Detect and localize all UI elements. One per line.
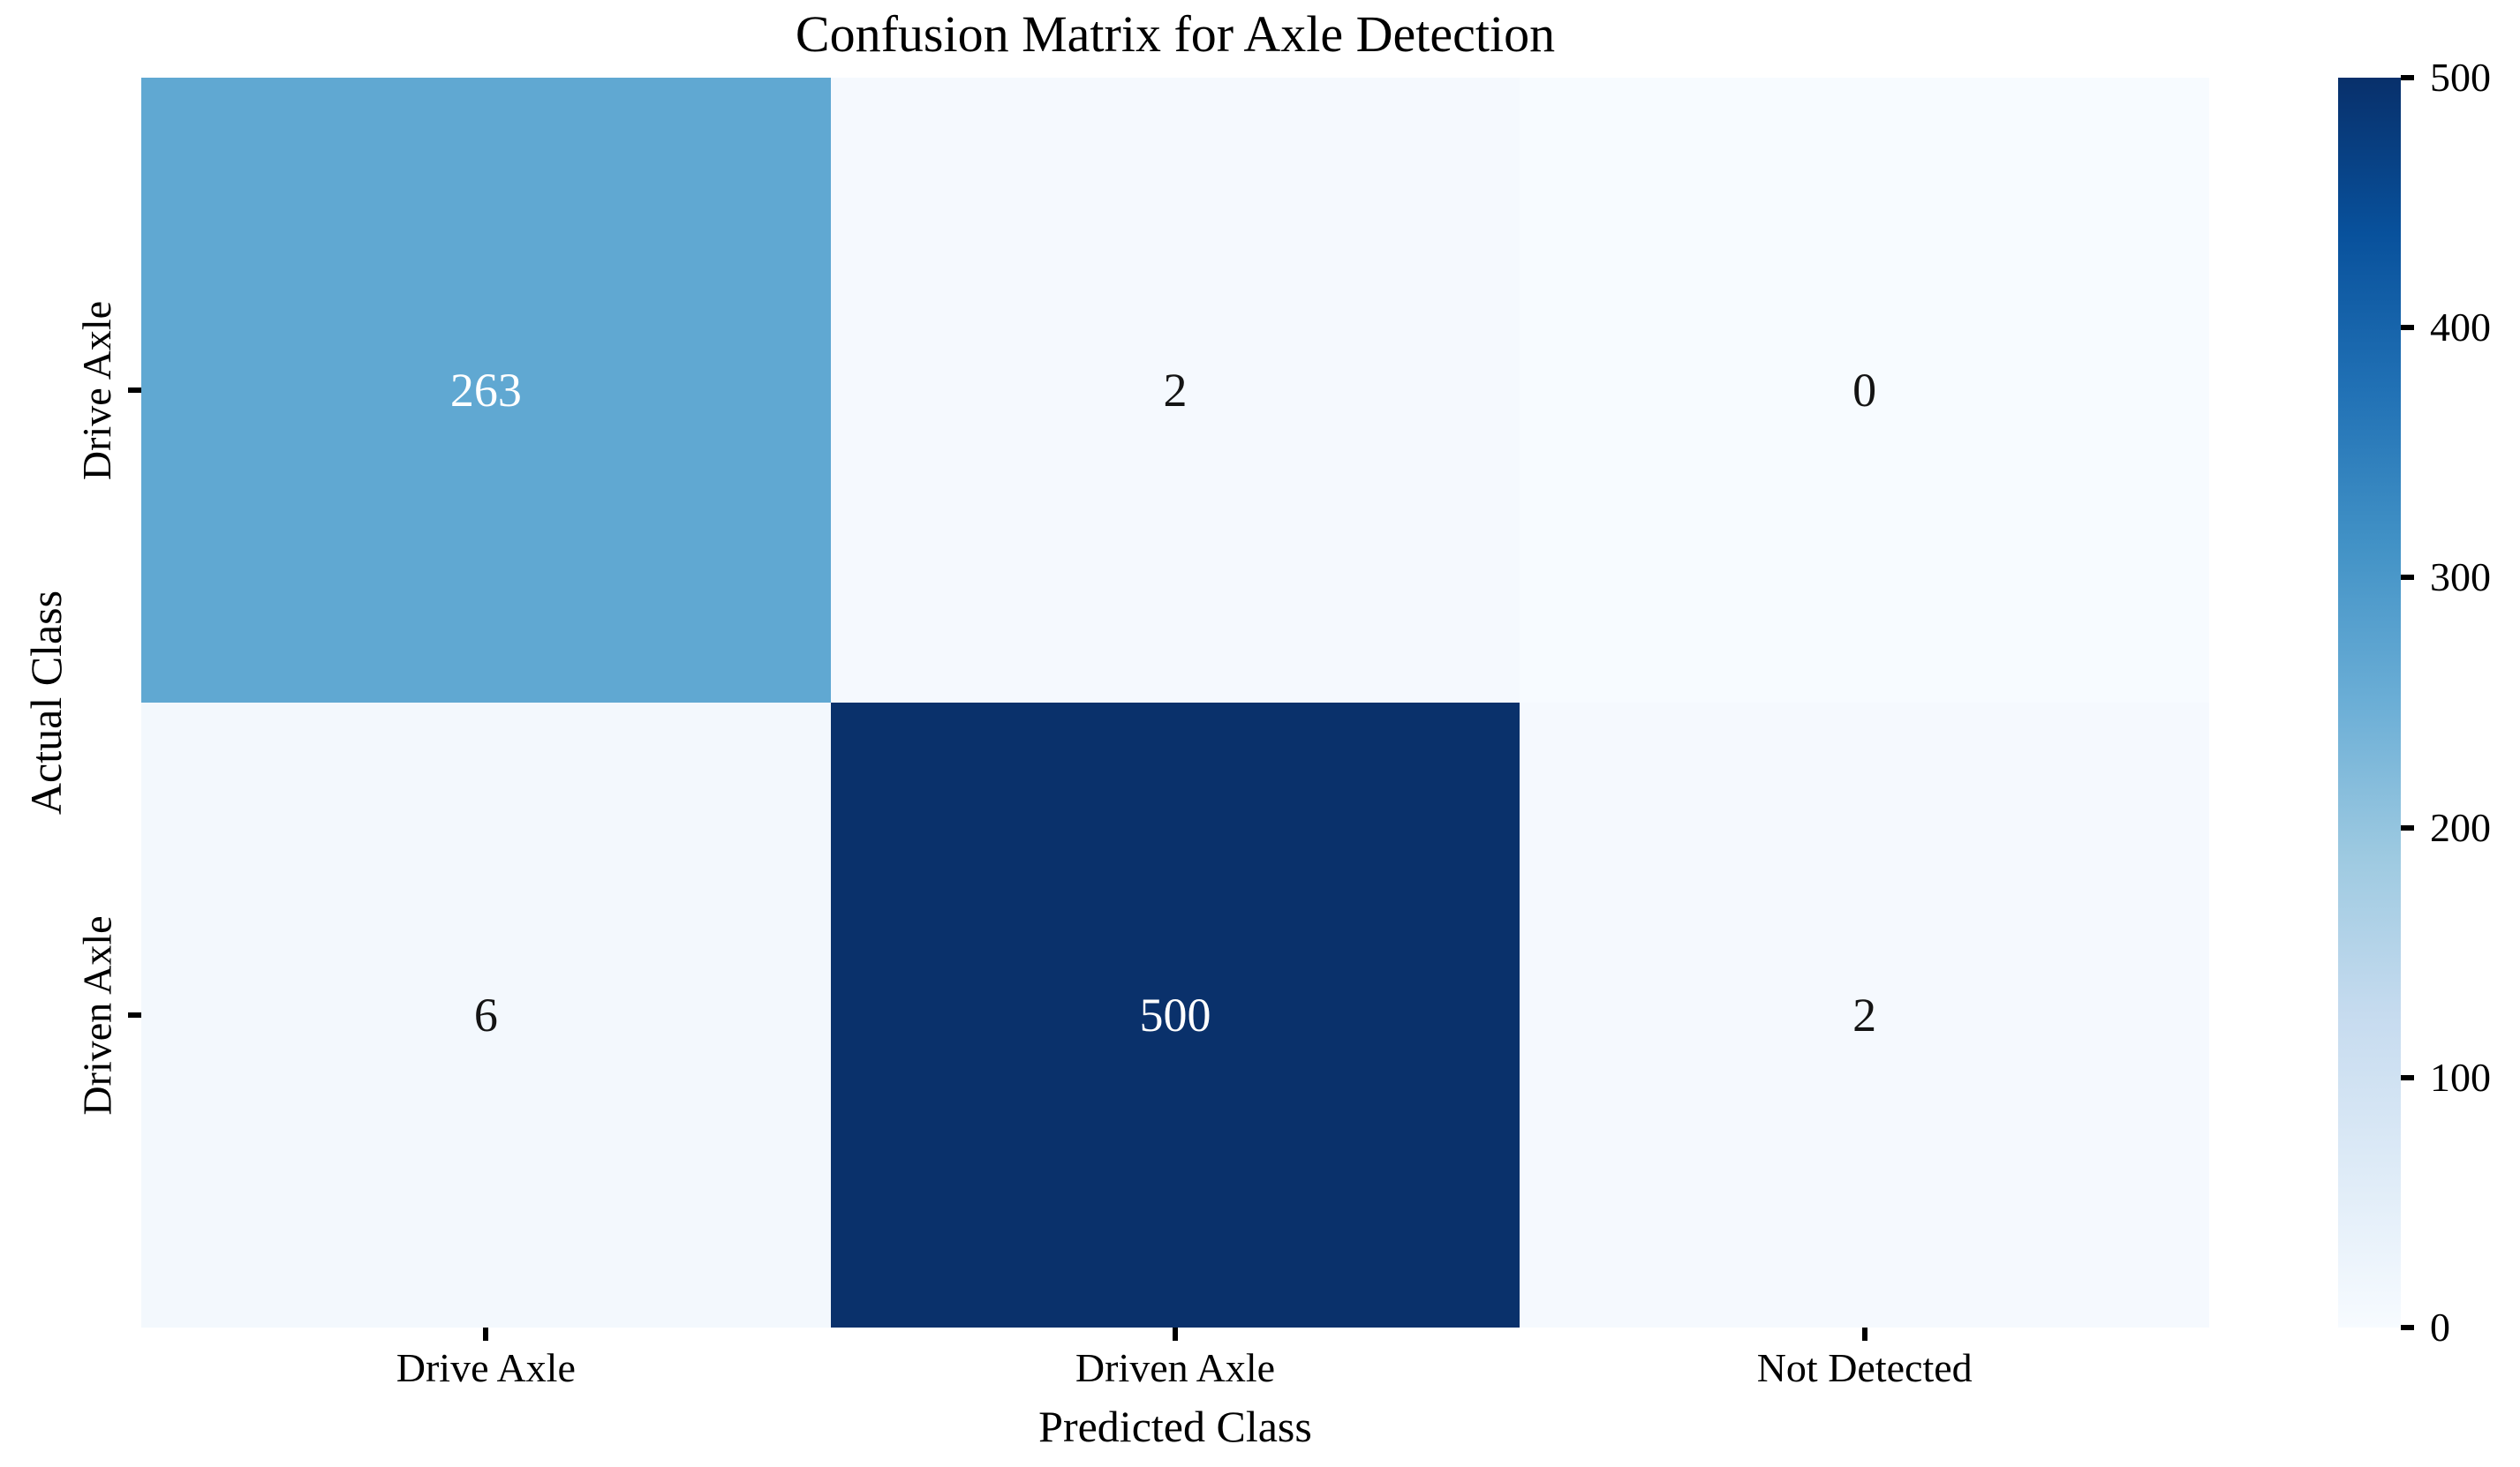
x-tick-labels: Drive Axle Driven Axle Not Detected: [141, 1343, 2209, 1392]
colorbar-tick-mark: [2401, 575, 2414, 580]
colorbar-tick-mark: [2401, 75, 2414, 80]
y-tick-label-text: Drive Axle: [74, 300, 120, 480]
cell-value: 2: [1163, 364, 1188, 417]
heatmap-cell-r1c2: 2: [1520, 703, 2209, 1328]
colorbar: [2338, 78, 2401, 1328]
y-tick-mark: [128, 387, 141, 393]
chart-title: Confusion Matrix for Axle Detection: [795, 5, 1556, 63]
colorbar-tick-mark: [2401, 325, 2414, 330]
y-axis-label-text: Actual Class: [21, 590, 72, 816]
cell-value: 500: [1139, 989, 1211, 1042]
x-axis-label: Predicted Class: [1038, 1402, 1312, 1451]
heatmap-cell-r1c0: 6: [141, 703, 831, 1328]
y-tick-mark: [128, 1012, 141, 1018]
colorbar-tick-mark: [2401, 1075, 2414, 1080]
colorbar-tick-mark: [2401, 825, 2414, 831]
cell-value: 2: [1852, 989, 1877, 1042]
x-tick-label-not-detected: Not Detected: [1756, 1345, 1973, 1390]
colorbar-tick-mark: [2401, 1325, 2414, 1330]
heatmap-cell-r0c2: 0: [1520, 78, 2209, 703]
x-tick-label-drive-axle: Drive Axle: [396, 1345, 576, 1390]
x-tick-label-driven-axle: Driven Axle: [1075, 1345, 1276, 1390]
x-tick-mark: [1862, 1328, 1867, 1341]
cell-value: 6: [473, 989, 498, 1042]
heatmap-cell-r1c1: 500: [830, 703, 1520, 1328]
cell-value: 0: [1852, 364, 1877, 417]
heatmap-cell-r0c0: 263: [141, 78, 831, 703]
heatmap-grid: 263 2 0 6 500 2: [141, 78, 2209, 1328]
heatmap-cell-r0c1: 2: [830, 78, 1520, 703]
y-tick-label-text: Driven Axle: [74, 914, 120, 1116]
x-tick-mark: [483, 1328, 488, 1341]
x-tick-mark: [1173, 1328, 1178, 1341]
cell-value: 263: [449, 364, 522, 417]
